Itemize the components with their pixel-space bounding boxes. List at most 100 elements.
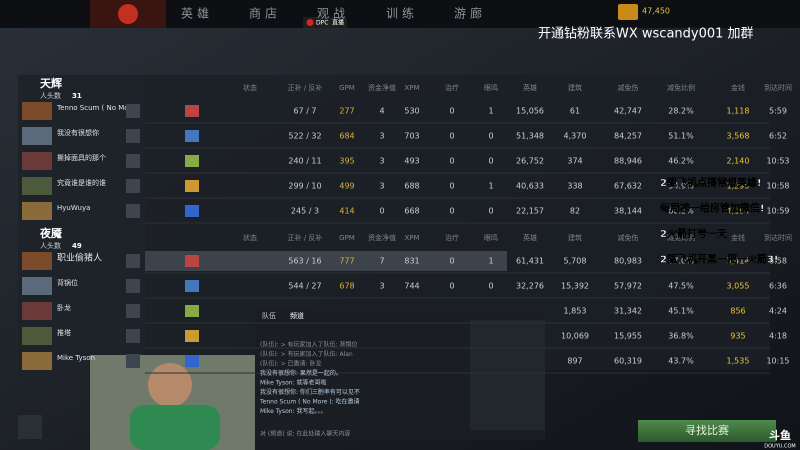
column-header: 眼鸣 xyxy=(484,83,498,92)
hero-portrait xyxy=(22,302,52,320)
stat-cell: 15,955 xyxy=(614,332,642,341)
item-icon xyxy=(185,280,199,292)
column-header: 资金净值 xyxy=(368,233,396,242)
stat-cell: 530 xyxy=(404,107,419,116)
stat-cell: 51,348 xyxy=(516,132,544,141)
rank-icon xyxy=(126,129,140,143)
stat-cell: 4 xyxy=(379,107,384,116)
stat-cell: 0 xyxy=(449,207,454,216)
stat-cell: 703 xyxy=(404,132,419,141)
hero-portrait xyxy=(22,102,52,120)
column-header: 金钱 xyxy=(731,233,745,242)
stat-cell: 0 xyxy=(488,157,493,166)
stat-cell: 67,632 xyxy=(614,182,642,191)
hero-portrait xyxy=(22,252,52,270)
item-icon xyxy=(185,180,199,192)
stat-cell: 45.1% xyxy=(668,307,694,316)
stat-cell: 67.0% xyxy=(668,257,694,266)
player-name: 究竟谁是谁的谁 xyxy=(57,178,106,187)
column-header: 资金净值 xyxy=(368,83,396,92)
stat-cell: 1,118 xyxy=(727,107,750,116)
stat-cell: 277 xyxy=(339,107,354,116)
stat-cell: 299 / 10 xyxy=(288,182,321,191)
item-icon xyxy=(185,330,199,342)
player-name: 撕掉面具的那个 xyxy=(57,153,106,162)
stat-cell: 46.2% xyxy=(668,157,694,166)
kills-label: 人头数 xyxy=(40,91,61,100)
stat-cell: 245 / 3 xyxy=(291,207,319,216)
stat-cell: 240 / 11 xyxy=(288,157,321,166)
stat-cell: 668 xyxy=(404,207,419,216)
player-name: 推塔 xyxy=(57,328,71,337)
rank-icon xyxy=(126,279,140,293)
stat-cell: 0 xyxy=(449,132,454,141)
stat-cell: 3 xyxy=(379,282,384,291)
stat-cell: 10,069 xyxy=(561,332,589,341)
player-name: Mike Tyson xyxy=(57,354,95,362)
stat-cell: 522 / 32 xyxy=(288,132,321,141)
kills-label: 人头数 xyxy=(40,241,61,250)
player-name: Tenno Scum ( No More ) xyxy=(56,104,141,112)
stat-cell: 84,257 xyxy=(614,132,642,141)
item-icon xyxy=(185,105,199,117)
stat-cell: 0 xyxy=(449,282,454,291)
stat-cell: 856 xyxy=(730,307,745,316)
column-header: 状态 xyxy=(243,83,257,92)
stat-cell: 10:58 xyxy=(766,182,789,191)
item-icon xyxy=(185,355,199,367)
gold-amount: 47,450 xyxy=(642,7,670,16)
team-panel xyxy=(18,75,145,372)
stat-cell: 42,747 xyxy=(614,107,642,116)
overlay-text: 2火箭打号一天 xyxy=(660,227,728,240)
find-match[interactable]: 寻找比赛 xyxy=(685,423,729,437)
logo xyxy=(118,4,138,24)
stat-cell: 897 xyxy=(567,357,582,366)
find-match-button[interactable] xyxy=(638,420,776,442)
chat-line: 我没有很想你: 你们三胞率有可以见不 xyxy=(260,388,360,396)
stat-cell: 395 xyxy=(339,157,354,166)
hero-portrait xyxy=(22,327,52,345)
live-dot xyxy=(306,19,314,26)
stat-cell: 1 xyxy=(488,107,493,116)
chat-input[interactable]: 对 (频道) 说: 在此处输入聊天内容 xyxy=(260,430,350,438)
team-name: 天辉 xyxy=(40,77,62,90)
column-header: 减免比例 xyxy=(667,83,695,92)
chat-line: (队伍): > 有玩家加入了队伍: 背锅位 xyxy=(260,341,357,349)
stat-cell: 493 xyxy=(404,157,419,166)
stat-cell: 36.8% xyxy=(668,332,694,341)
badge-bg xyxy=(303,17,347,28)
stat-cell: 5,708 xyxy=(564,257,587,266)
help-button[interactable] xyxy=(18,415,42,439)
kills: 49 xyxy=(72,242,82,250)
chat-line: Tenno Scum ( No More ): 吃在邀请 xyxy=(259,398,360,406)
rank-icon xyxy=(126,254,140,268)
stat-cell: 10:59 xyxy=(766,207,789,216)
chat-line: (队伍): > 已邀请: 卧龙 xyxy=(260,360,321,368)
stat-cell: 6:52 xyxy=(769,132,787,141)
stat-cell: 32,276 xyxy=(516,282,544,291)
watermark-brand: 斗鱼 xyxy=(769,428,791,442)
stat-cell: 28.2% xyxy=(668,107,694,116)
nav-tab[interactable]: 训练 xyxy=(386,6,418,21)
stat-cell: 563 / 16 xyxy=(288,257,321,266)
stat-cell: 0 xyxy=(449,107,454,116)
chat-line: (队伍): > 有玩家加入了队伍: Alan xyxy=(260,350,353,358)
stat-cell: 3 xyxy=(379,157,384,166)
stream-banner: 开通钻粉联系WX wscandy001 加群 xyxy=(538,27,754,42)
hero-portrait xyxy=(22,202,52,220)
nav-tab[interactable]: 游廊 xyxy=(454,6,486,21)
hero-portrait xyxy=(22,177,52,195)
chat-tab: 队伍 xyxy=(262,311,276,320)
overlay-text: 2驱飞机点播常规英雄! xyxy=(660,176,762,189)
stat-cell: 67 / 7 xyxy=(293,107,316,116)
stat-cell: 684 xyxy=(339,132,354,141)
nav-tab[interactable]: 商店 xyxy=(249,6,281,21)
stat-cell: 54.9% xyxy=(668,182,694,191)
stat-cell: 31,342 xyxy=(614,307,642,316)
stat-cell: 15,056 xyxy=(516,107,544,116)
column-header: 英雄 xyxy=(523,233,537,242)
nav-tab[interactable]: 英雄 xyxy=(181,6,213,21)
stat-cell: 10:15 xyxy=(766,357,789,366)
nav-tab[interactable]: 观战 xyxy=(317,7,349,21)
